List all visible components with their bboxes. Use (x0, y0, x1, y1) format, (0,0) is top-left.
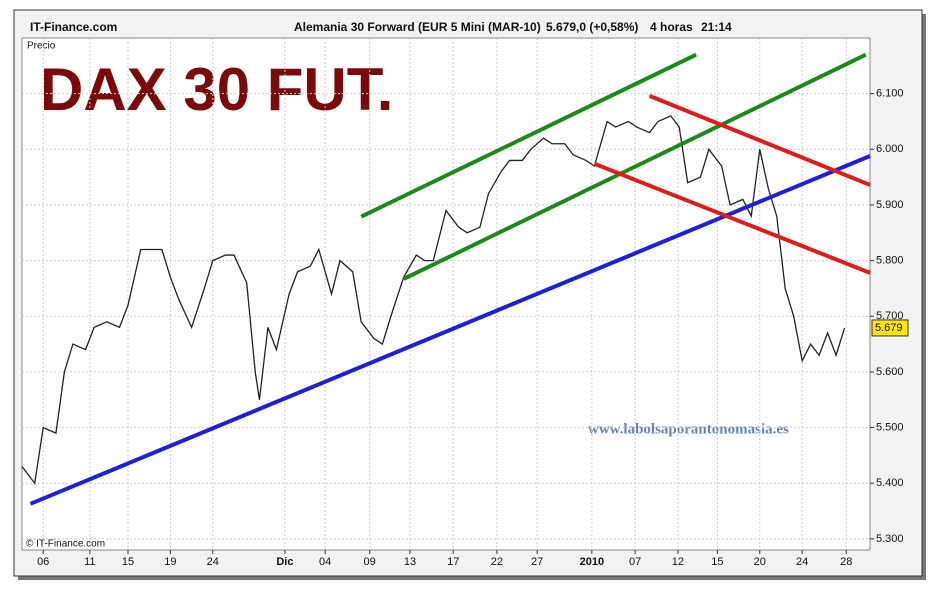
x-tick-label: 28 (840, 556, 852, 568)
x-tick-label: 13 (404, 556, 416, 568)
x-tick-label: 22 (491, 556, 503, 568)
y-tick-label: 6.100 (876, 88, 904, 100)
y-tick-label: 5.300 (876, 533, 904, 545)
trend-line (593, 161, 871, 275)
x-tick-label: 15 (711, 556, 723, 568)
x-tick-label: 20 (754, 556, 766, 568)
y-tick-label: 5.600 (876, 366, 904, 378)
y-label: Precio (27, 41, 56, 52)
y-tick-label: 5.800 (876, 255, 904, 267)
site: IT-Finance.com (30, 20, 117, 34)
x-tick-label: 2010 (580, 556, 604, 568)
x-tick-label: 11 (84, 556, 95, 568)
x-tick-label: 06 (37, 556, 49, 568)
x-tick-label: 17 (447, 556, 459, 568)
trend-line (648, 94, 871, 187)
x-tick-label: 19 (164, 556, 176, 568)
time: 21:14 (701, 20, 732, 34)
trend-line (29, 154, 871, 506)
quote: 5.679,0 (+0,58%) (546, 20, 638, 34)
last-price-box (871, 319, 909, 337)
price-line (21, 115, 846, 485)
x-tick-label: 09 (364, 556, 376, 568)
instrument: Alemania 30 Forward (EUR 5 Mini (MAR-10) (294, 20, 541, 34)
annotation: www.labolsaporantonomasia.es (588, 421, 789, 437)
period: 4 horas (650, 20, 693, 34)
y-tick-label: 5.900 (876, 199, 904, 211)
x-tick-label: 27 (531, 556, 543, 568)
y-tick-label: 5.400 (876, 477, 904, 489)
x-tick-label: 24 (796, 556, 808, 568)
chart-title: DAX 30 FUT. (40, 56, 393, 123)
y-tick-label: 5.500 (876, 421, 904, 433)
last-price-label: 5.679 (875, 322, 903, 334)
x-tick-label: 04 (319, 556, 331, 568)
trend-line (402, 52, 867, 281)
y-tick-label: 6.000 (876, 143, 904, 155)
copyright: © IT-Finance.com (26, 539, 105, 550)
trend-line (360, 52, 698, 219)
x-tick-label: 24 (207, 556, 219, 568)
y-tick-label: 5.700 (876, 310, 904, 322)
x-tick-label: 07 (629, 556, 641, 568)
x-tick-label: 15 (122, 556, 134, 568)
x-tick-label: Dic (276, 556, 293, 568)
x-tick-label: 12 (672, 556, 684, 568)
